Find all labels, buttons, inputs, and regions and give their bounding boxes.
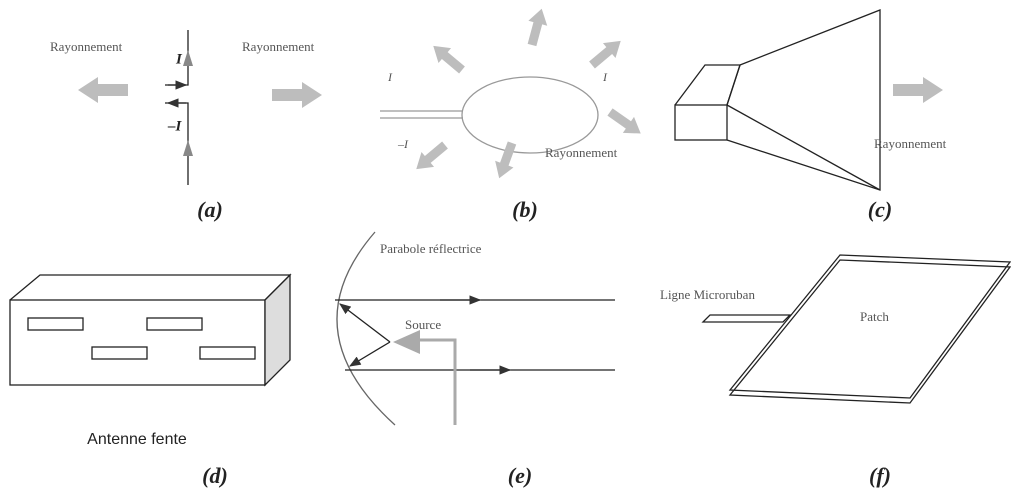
caption: (d) (202, 463, 228, 488)
caption: (c) (868, 197, 892, 222)
patch (728, 254, 1011, 399)
caption: (f) (869, 463, 891, 488)
panel-b: I –I I Rayonnement (b) (380, 6, 647, 222)
slot (27, 317, 84, 331)
label: I (602, 70, 608, 84)
radiation-arrow (78, 77, 128, 103)
radiation-arrow (893, 77, 943, 103)
panel-d: Antenne fente (d) (9, 273, 292, 488)
radiation-arrow (522, 6, 552, 48)
label: Antenne fente (87, 431, 187, 448)
label: Rayonnement (242, 39, 315, 54)
ray-arrow (348, 341, 391, 367)
label: I (387, 70, 393, 84)
label: I (175, 51, 183, 67)
ray-arrow (339, 303, 391, 343)
arrowhead (183, 140, 193, 156)
panel-c: Rayonnement (c) (674, 9, 947, 222)
panel-f: Ligne Microruban Patch (f) (660, 254, 1011, 488)
label: Patch (860, 309, 889, 324)
label: Parabole réflectrice (380, 241, 482, 256)
caption: (b) (512, 197, 538, 222)
horn (726, 64, 741, 106)
caption: (e) (508, 463, 532, 488)
loop (461, 76, 599, 154)
waveguide (9, 299, 266, 386)
label: Rayonnement (874, 136, 947, 151)
panel-a: Rayonnement I Rayonnement –I (a) (50, 30, 322, 222)
feed (420, 338, 457, 425)
substrate (728, 259, 1011, 404)
radiation-arrow (585, 33, 627, 73)
waveguide (264, 273, 291, 387)
label: Rayonnement (545, 145, 618, 160)
waveguide (674, 104, 728, 141)
label: Source (405, 317, 441, 332)
conductor (165, 102, 189, 185)
label: Rayonnement (50, 39, 123, 54)
radiation-arrow (604, 104, 647, 142)
radiation-arrow (490, 139, 522, 182)
label: –I (397, 137, 409, 151)
slot (146, 317, 203, 331)
panel-e: Parabole réflectrice Source (e) (335, 231, 615, 488)
source (393, 330, 420, 354)
horn (726, 104, 881, 191)
waveguide (674, 64, 741, 106)
radiation-arrow (272, 82, 322, 108)
slot (91, 346, 148, 360)
radiation-arrow (410, 137, 452, 177)
reflector (336, 231, 396, 426)
microstrip (701, 314, 792, 323)
waveguide (9, 274, 292, 301)
horn (726, 9, 881, 191)
label: –I (167, 118, 183, 134)
slot (199, 346, 256, 360)
radiation-arrow (427, 38, 469, 78)
arrowhead (183, 50, 193, 66)
label: Ligne Microruban (660, 287, 755, 302)
caption: (a) (197, 197, 223, 222)
